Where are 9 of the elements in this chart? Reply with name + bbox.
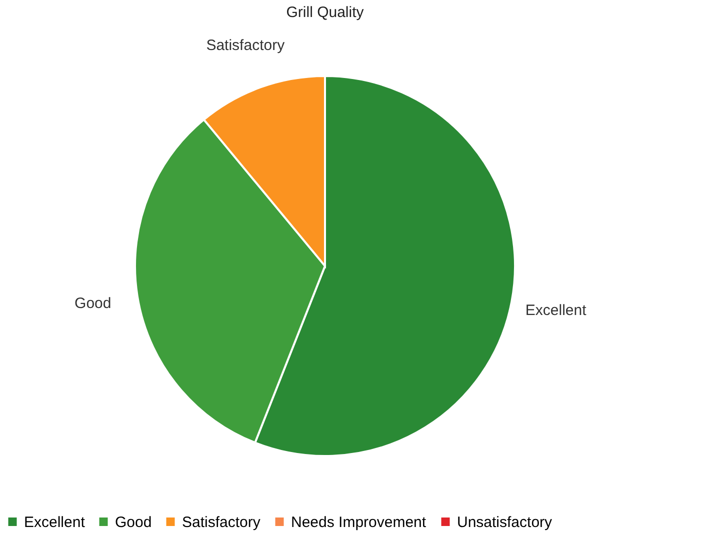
legend-label: Excellent — [24, 514, 86, 531]
slice-label: Satisfactory — [206, 36, 286, 54]
legend-label: Good — [115, 514, 152, 531]
slice-label: Excellent — [525, 302, 588, 320]
legend-label: Unsatisfactory — [457, 514, 553, 531]
legend-label: Needs Improvement — [291, 514, 427, 531]
chart-title: Grill Quality — [286, 4, 364, 21]
legend-label: Satisfactory — [182, 514, 261, 531]
slice-label: Good — [74, 294, 112, 312]
